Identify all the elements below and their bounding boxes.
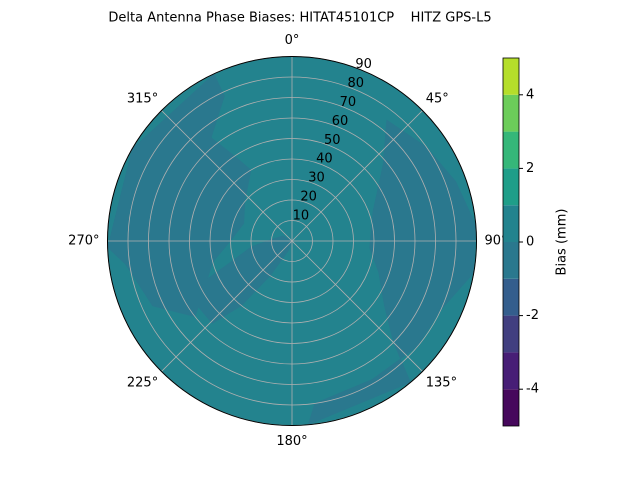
colorbar-band	[503, 58, 519, 95]
r-tick-label: 90	[355, 57, 372, 72]
theta-tick-label: 225°	[127, 375, 158, 390]
theta-tick-label: 180°	[276, 434, 307, 449]
colorbar-tick-label: 4	[526, 87, 534, 102]
contour-region	[307, 119, 477, 426]
colorbar-band	[503, 389, 519, 426]
colorbar-band	[503, 205, 519, 242]
r-tick-label: 50	[324, 133, 341, 148]
contour-region	[107, 73, 252, 318]
theta-tick-label: 270°	[68, 234, 99, 249]
theta-tick-label: 135°	[426, 375, 457, 390]
r-tick-label: 20	[300, 190, 317, 205]
chart-title: Delta Antenna Phase Biases: HITAT45101CP…	[108, 11, 491, 26]
r-tick-label: 60	[332, 114, 349, 129]
colorbar-label: Bias (mm)	[555, 209, 570, 276]
colorbar-tick-label: 2	[526, 161, 534, 176]
theta-tick-label: 90°	[485, 234, 508, 249]
colorbar-band	[503, 315, 519, 353]
grid-spoke	[291, 110, 423, 242]
colorbar-band	[503, 278, 519, 316]
colorbar-band	[503, 168, 519, 206]
colorbar-band	[503, 242, 519, 279]
grid-spoke	[161, 110, 293, 242]
colorbar-band	[503, 131, 519, 169]
r-tick-label: 40	[316, 152, 333, 167]
r-tick-label: 80	[347, 76, 364, 91]
r-tick-label: 30	[308, 171, 325, 186]
polar-frame	[107, 56, 477, 426]
r-tick-label: 10	[293, 209, 310, 224]
grid-spoke	[161, 240, 293, 372]
colorbar-band	[503, 94, 519, 132]
colorbar-tick-label: -2	[526, 308, 539, 323]
grid-spoke	[291, 240, 423, 372]
theta-tick-label: 45°	[426, 92, 449, 107]
r-tick-label: 70	[340, 95, 357, 110]
theta-tick-label: 315°	[127, 92, 158, 107]
theta-tick-label: 0°	[285, 33, 300, 48]
colorbar-tick-label: -4	[526, 382, 539, 397]
colorbar-tick-label: 0	[526, 235, 534, 250]
colorbar-band	[503, 352, 519, 390]
